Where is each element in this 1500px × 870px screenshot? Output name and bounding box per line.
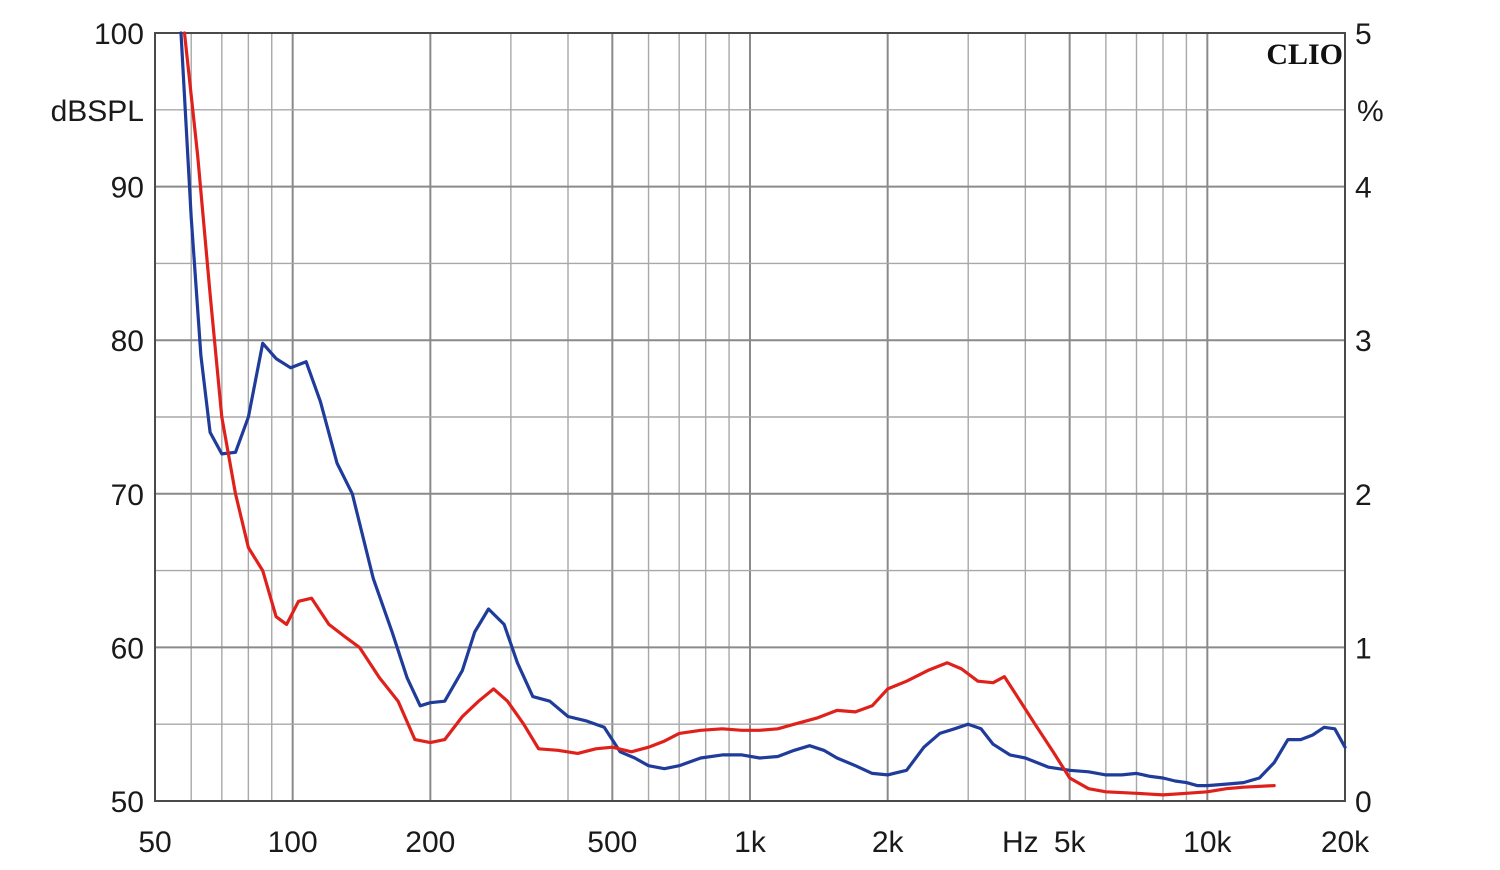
x-tick-label: 5k <box>1054 826 1087 859</box>
series-line-2 <box>182 31 1276 797</box>
axis-labels: 50 60 70 80 90 100 0 1 2 3 4 5 50 100 200 500 1k 2k 5k 10k 2… <box>94 18 1372 859</box>
x-unit-label: Hz <box>1002 826 1039 859</box>
y2-tick-label: 3 <box>1355 325 1372 358</box>
y2-axis-title: % <box>1357 95 1384 128</box>
y2-tick-label: 4 <box>1355 172 1372 205</box>
grid <box>155 33 1345 801</box>
x-tick-label: 1k <box>734 826 767 859</box>
y-tick-label: 90 <box>111 172 144 205</box>
y-tick-label: 100 <box>94 18 144 51</box>
y2-tick-label: 1 <box>1355 632 1372 665</box>
y-tick-label: 50 <box>111 786 144 819</box>
y-tick-label: 80 <box>111 325 144 358</box>
x-tick-label: 2k <box>872 826 905 859</box>
x-tick-label: 100 <box>268 826 318 859</box>
x-tick-label: 20k <box>1321 826 1370 859</box>
x-tick-label: 200 <box>405 826 455 859</box>
series-line-1 <box>179 31 1347 788</box>
y2-tick-label: 2 <box>1355 479 1372 512</box>
brand-logo-text: CLIO <box>1266 38 1343 71</box>
y-tick-label: 70 <box>111 479 144 512</box>
y-tick-label: 60 <box>111 632 144 665</box>
x-tick-label: 500 <box>587 826 637 859</box>
y2-tick-label: 0 <box>1355 786 1372 819</box>
x-tick-label: 50 <box>138 826 171 859</box>
y2-tick-label: 5 <box>1355 18 1372 51</box>
y-axis-title: dBSPL <box>51 95 144 128</box>
series-layer <box>179 31 1347 797</box>
x-tick-label: 10k <box>1183 826 1232 859</box>
plot-frame <box>154 32 1346 802</box>
